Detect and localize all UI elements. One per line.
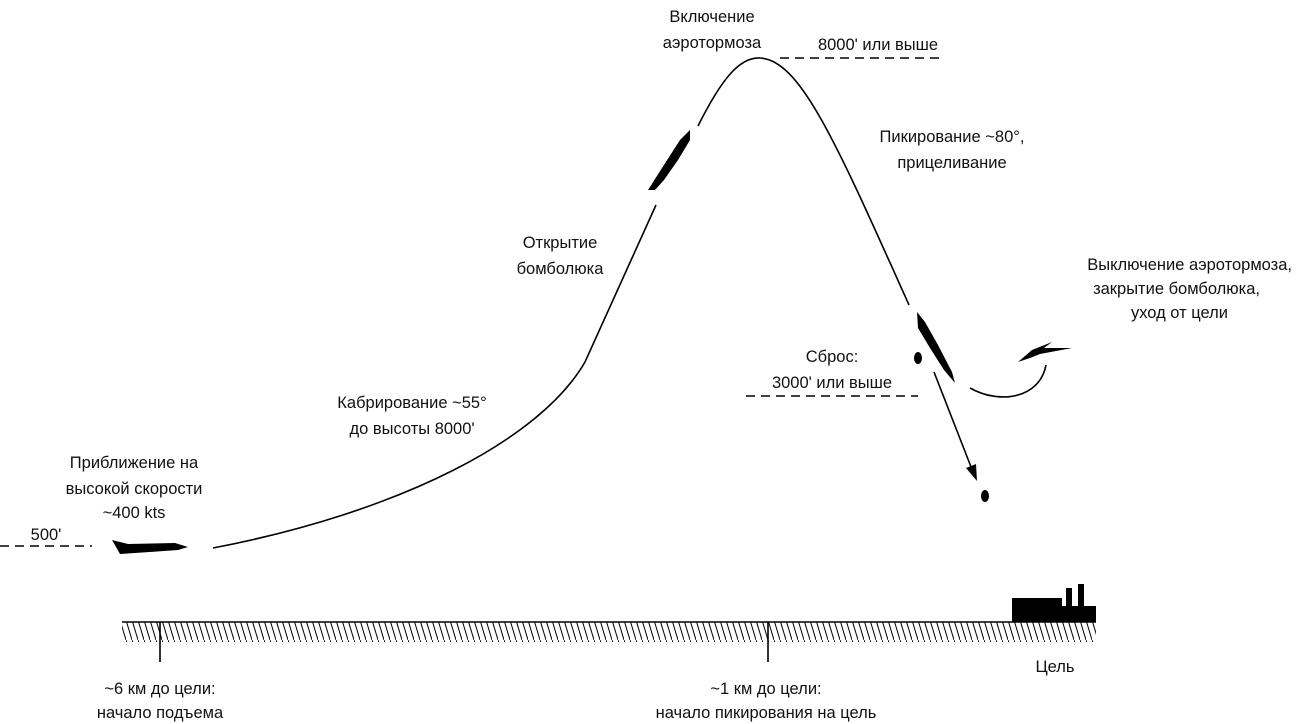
ground xyxy=(122,622,1096,642)
label: бомболюка xyxy=(517,260,605,278)
aircraft xyxy=(648,130,690,190)
target-building xyxy=(1012,584,1096,622)
arrow-head xyxy=(966,464,977,481)
label: начало подъема xyxy=(97,704,224,722)
label: уход от цели xyxy=(1131,304,1228,322)
flight-path xyxy=(212,204,657,549)
bomb xyxy=(914,352,922,364)
label: Выключение аэротормоза, xyxy=(1087,256,1292,274)
label: ~400 kts xyxy=(103,504,166,522)
label: Кабрирование ~55° xyxy=(337,394,486,412)
label: Пикирование ~80°, xyxy=(880,128,1025,146)
label: 3000' или выше xyxy=(772,374,892,392)
label: Цель xyxy=(1035,658,1074,676)
label: Включение xyxy=(669,8,754,26)
label: 8000' или выше xyxy=(818,36,938,54)
drop-line xyxy=(933,371,974,473)
flight-path xyxy=(697,57,910,306)
label: прицеливание xyxy=(897,154,1006,172)
label: ~6 км до цели: xyxy=(104,680,215,698)
label: до высоты 8000' xyxy=(349,420,474,438)
label: закрытие бомболюка, xyxy=(1093,280,1260,298)
label: Приближение на xyxy=(70,454,199,472)
label: высокой скорости xyxy=(66,480,203,498)
aircraft xyxy=(1018,342,1072,362)
label: аэротормоза xyxy=(663,34,762,52)
escape-path xyxy=(969,364,1047,398)
label: 500' xyxy=(31,526,62,544)
label: начало пикирования на цель xyxy=(656,704,877,722)
aircraft xyxy=(917,312,955,383)
label: Сброс: xyxy=(806,348,859,366)
bomb xyxy=(981,490,989,502)
label: ~1 км до цели: xyxy=(710,680,821,698)
aircraft xyxy=(112,540,188,554)
label: Открытие xyxy=(523,234,598,252)
